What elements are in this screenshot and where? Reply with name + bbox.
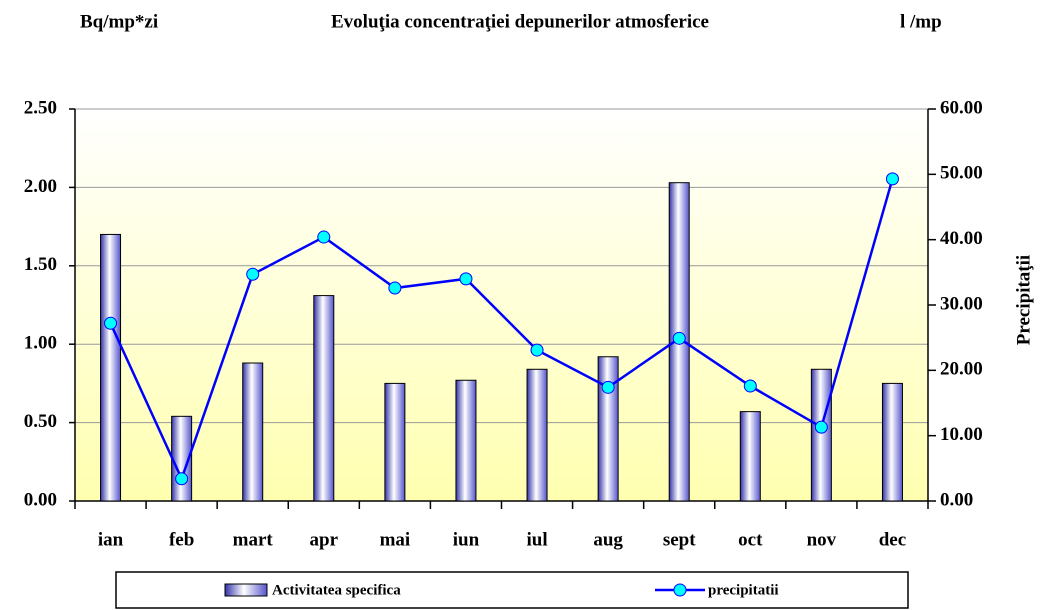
bar — [739, 411, 761, 502]
x-tick-label: iun — [453, 529, 480, 550]
x-tick-label: ian — [98, 529, 124, 550]
marker — [459, 272, 473, 286]
bar — [313, 295, 335, 502]
marker — [672, 331, 686, 345]
plot-area — [75, 109, 928, 501]
y-tick-label: 2.50 — [24, 97, 57, 118]
y-unit: Bq/mp*zi — [80, 11, 158, 32]
marker — [104, 316, 118, 330]
marker — [388, 281, 402, 295]
marker — [175, 472, 189, 486]
bar — [810, 368, 832, 502]
x-tick-label: oct — [738, 529, 763, 550]
x-tick-label: iul — [526, 529, 547, 550]
legend-label: precipitatii — [708, 582, 779, 598]
y-tick-label: 1.50 — [24, 254, 57, 275]
bar — [597, 356, 619, 502]
legend-swatch — [224, 583, 268, 597]
x-tick-label: feb — [169, 529, 194, 550]
marker — [530, 343, 544, 357]
y-tick-label: 2.00 — [24, 176, 57, 197]
bar — [881, 382, 903, 502]
y2-tick-label: 10.00 — [940, 424, 983, 445]
y-tick-label: 0.50 — [24, 411, 57, 432]
bar — [242, 362, 264, 502]
y2-tick-label: 60.00 — [940, 97, 983, 118]
bar — [100, 233, 122, 502]
x-tick-label: mart — [233, 529, 274, 550]
legend-label: Activitatea specifica — [272, 582, 401, 598]
x-tick-label: sept — [663, 529, 696, 550]
x-tick-label: aug — [593, 529, 623, 550]
y2-tick-label: 20.00 — [940, 359, 983, 380]
line — [109, 178, 894, 483]
x-tick-label: dec — [879, 529, 906, 550]
y2-unit: l /mp — [900, 11, 942, 32]
bar — [526, 368, 548, 502]
y2-tick-label: 40.00 — [940, 228, 983, 249]
marker — [317, 230, 331, 244]
x-tick-label: nov — [807, 529, 837, 550]
bar — [384, 382, 406, 502]
y-tick-label: 1.00 — [24, 333, 57, 354]
y2-axis-label: Precipitaţii — [1013, 255, 1034, 345]
marker — [743, 379, 757, 393]
x-tick-label: mai — [380, 529, 411, 550]
marker — [246, 267, 260, 281]
chart-title: Evoluţia concentraţiei depunerilor atmos… — [331, 11, 709, 32]
x-tick-label: apr — [310, 529, 339, 550]
y2-tick-label: 0.00 — [940, 489, 973, 510]
marker — [814, 420, 828, 434]
legend-swatch — [673, 583, 687, 597]
y-tick-label: 0.00 — [24, 489, 57, 510]
y2-tick-label: 50.00 — [940, 163, 983, 184]
marker — [601, 380, 615, 394]
bar — [455, 379, 477, 502]
y2-tick-label: 30.00 — [940, 293, 983, 314]
marker — [885, 172, 899, 186]
